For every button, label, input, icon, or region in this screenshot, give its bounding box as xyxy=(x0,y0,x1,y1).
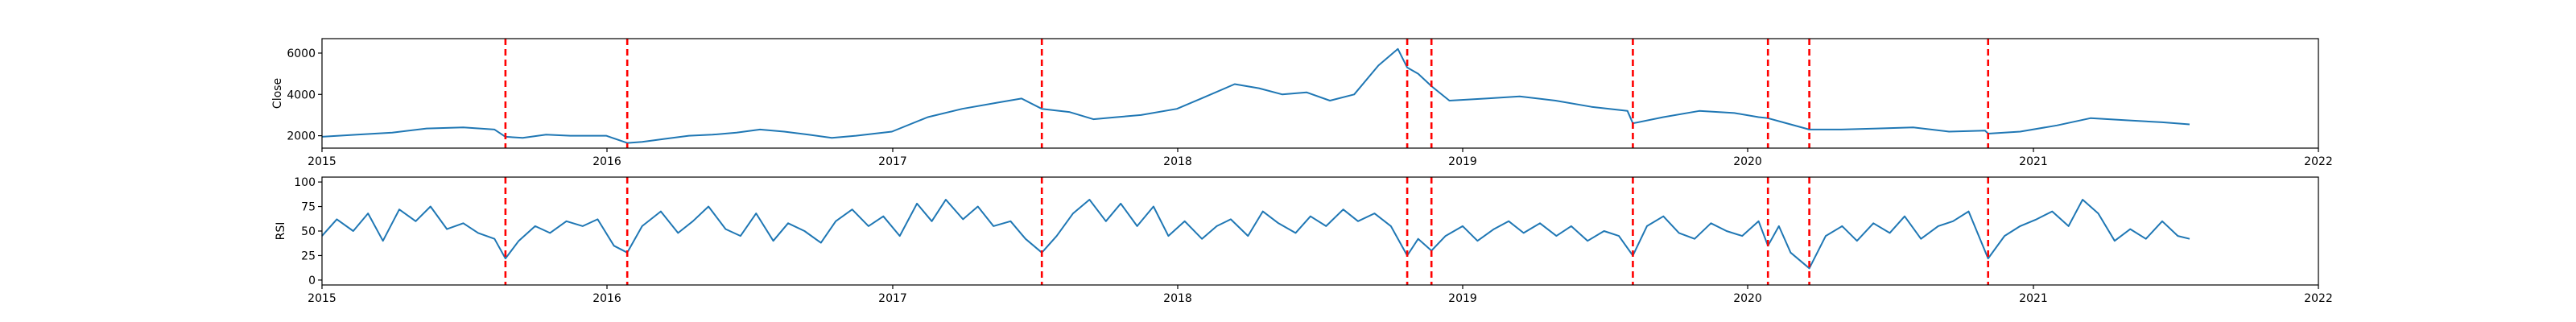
y-tick-label: 25 xyxy=(301,250,316,262)
x-tick-label: 2019 xyxy=(1448,155,1477,168)
x-tick-label: 2021 xyxy=(2019,292,2048,305)
y-tick-label: 100 xyxy=(294,176,316,189)
x-tick-label: 2018 xyxy=(1163,292,1192,305)
x-tick-label: 2020 xyxy=(1733,292,1762,305)
y-tick-label: 50 xyxy=(301,225,316,238)
x-tick-label: 2021 xyxy=(2019,155,2048,168)
close-axes-frame xyxy=(321,38,2319,149)
close-price-panel: 2015 2016 2017 2018 2019 2020 2021 2022 2000 400… xyxy=(271,38,2333,168)
y-tick-label: 0 xyxy=(308,275,316,287)
y-tick-label: 75 xyxy=(301,201,316,214)
x-tick-label: 2016 xyxy=(592,155,621,168)
rsi-panel: 2015 2016 2017 2018 2019 2020 2021 2022 0 25 50 75… xyxy=(275,176,2333,305)
close-x-axis: 2015 2016 2017 2018 2019 2020 2021 2022 xyxy=(308,148,2333,168)
x-tick-label: 2015 xyxy=(308,292,336,305)
close-plot-area xyxy=(321,39,2190,148)
x-tick-label: 2022 xyxy=(2304,155,2333,168)
y-tick-label: 2000 xyxy=(287,130,316,143)
y-tick-label: 4000 xyxy=(287,89,316,101)
rsi-y-axis: 0 25 50 75 100 xyxy=(294,176,322,287)
rsi-x-axis: 2015 2016 2017 2018 2019 2020 2021 2022 xyxy=(308,285,2333,305)
x-tick-label: 2022 xyxy=(2304,292,2333,305)
close-series-line xyxy=(321,47,2190,144)
x-tick-label: 2017 xyxy=(878,155,907,168)
x-tick-label: 2017 xyxy=(878,292,907,305)
x-tick-label: 2020 xyxy=(1733,155,1762,168)
x-tick-label: 2018 xyxy=(1163,155,1192,168)
x-tick-label: 2015 xyxy=(308,155,336,168)
rsi-y-axis-label: RSI xyxy=(275,222,287,241)
x-tick-label: 2016 xyxy=(592,292,621,305)
y-tick-label: 6000 xyxy=(287,47,316,60)
x-tick-label: 2019 xyxy=(1448,292,1477,305)
rsi-plot-area xyxy=(321,177,2190,285)
close-y-axis-label: Close xyxy=(271,78,284,109)
close-y-axis: 2000 4000 6000 xyxy=(287,47,322,143)
